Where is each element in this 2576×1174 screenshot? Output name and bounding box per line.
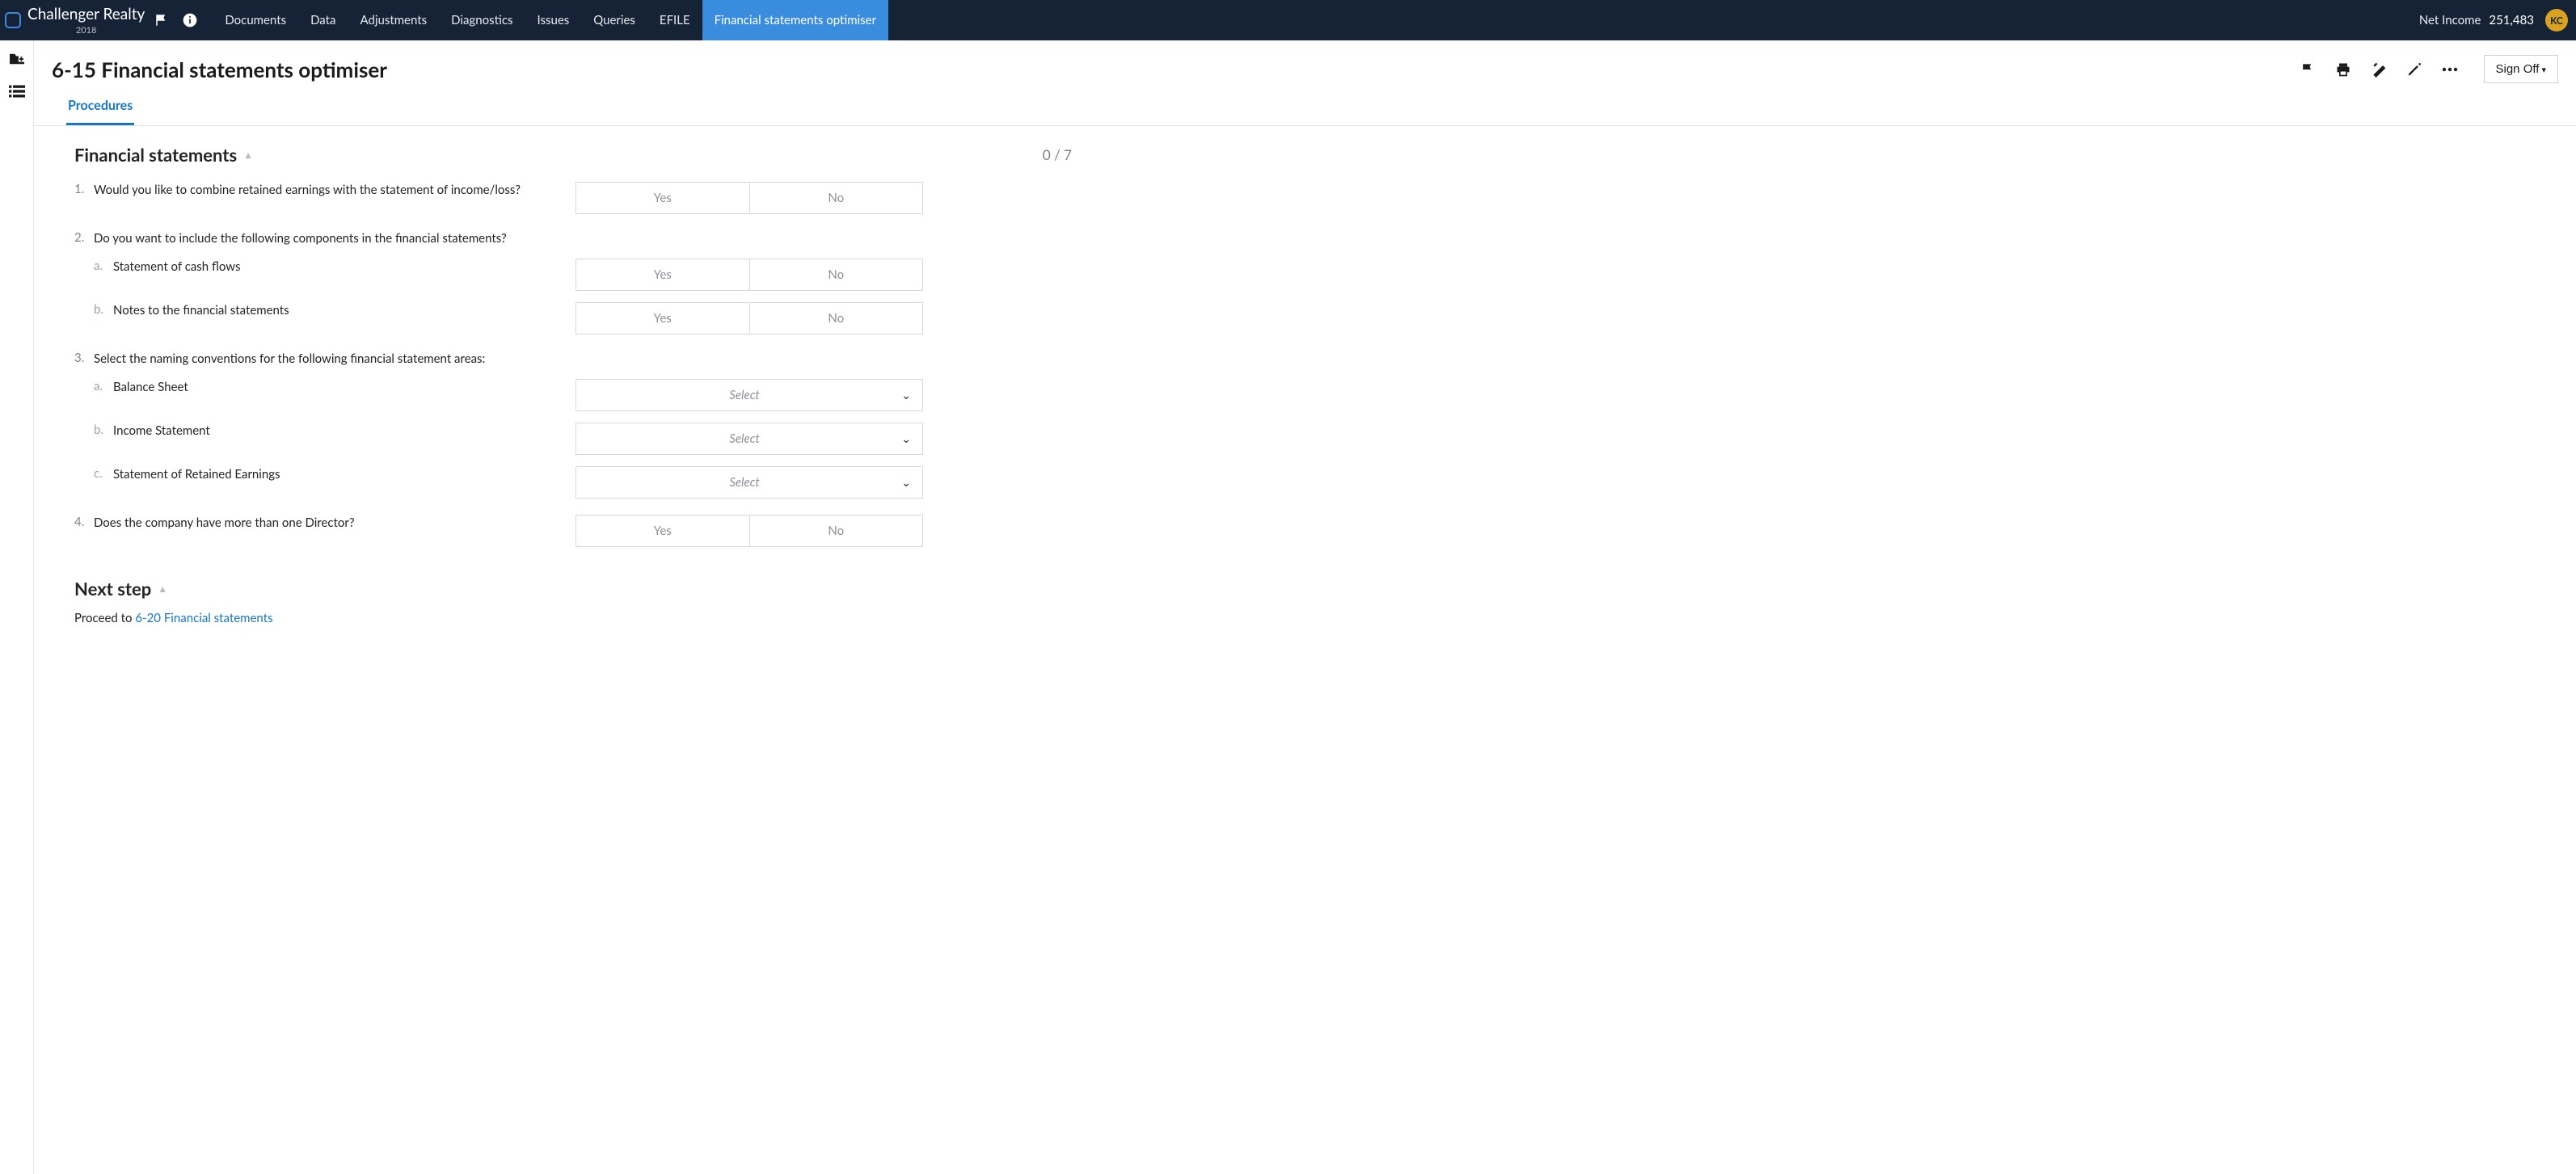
proceed-link[interactable]: 6-20 Financial statements	[135, 611, 272, 625]
chevron-down-icon: ⌄	[901, 431, 911, 446]
q2b-yes-button[interactable]: Yes	[576, 303, 749, 334]
tab-financial-statements-optimiser[interactable]: Financial statements optimiser	[702, 0, 888, 40]
flag-icon[interactable]	[2300, 61, 2335, 78]
tab-issues[interactable]: Issues	[525, 0, 582, 40]
tab-documents[interactable]: Documents	[213, 0, 298, 40]
net-income-value: 251,483	[2489, 13, 2534, 27]
edit-icon[interactable]	[2406, 61, 2442, 78]
q4-no-button[interactable]: No	[749, 515, 923, 546]
q3a-alpha: a.	[94, 379, 113, 396]
section-title: Financial statements	[74, 144, 237, 166]
top-tabs: Documents Data Adjustments Diagnostics I…	[213, 0, 888, 40]
q1-yes-no: Yes No	[575, 182, 923, 214]
list-icon[interactable]	[7, 82, 27, 100]
q1-no-button[interactable]: No	[749, 183, 923, 213]
q2-number: 2.	[74, 230, 94, 247]
proceed-prefix: Proceed to	[74, 611, 135, 625]
client-year: 2018	[76, 25, 97, 36]
q3b-text: Income Statement	[113, 423, 210, 440]
tab-queries[interactable]: Queries	[581, 0, 647, 40]
collapse-icon[interactable]: ▲	[158, 583, 167, 595]
page-title: 6-15 Financial statements optimiser	[52, 57, 387, 82]
q3c-select[interactable]: Select ⌄	[575, 466, 923, 499]
tab-data[interactable]: Data	[298, 0, 348, 40]
sign-off-button[interactable]: Sign Off	[2484, 55, 2559, 83]
q3a-text: Balance Sheet	[113, 379, 188, 396]
app-logo-icon	[5, 12, 21, 28]
q2b-yes-no: Yes No	[575, 302, 923, 335]
q3-text: Select the naming conventions for the fo…	[94, 351, 485, 368]
q3c-select-placeholder: Select	[588, 475, 901, 490]
q2b-alpha: b.	[94, 302, 113, 319]
q2a-text: Statement of cash flows	[113, 259, 240, 276]
folder-add-icon[interactable]	[7, 50, 27, 68]
q4-number: 4.	[74, 515, 94, 532]
flag-icon[interactable]	[154, 13, 182, 27]
q2a-alpha: a.	[94, 259, 113, 276]
q3b-select-placeholder: Select	[588, 431, 901, 446]
q4-yes-no: Yes No	[575, 515, 923, 547]
q3a-select[interactable]: Select ⌄	[575, 379, 923, 411]
q1-yes-button[interactable]: Yes	[576, 183, 749, 213]
q1-text: Would you like to combine retained earni…	[94, 182, 521, 199]
info-icon[interactable]	[182, 12, 209, 28]
section-counter: 0 / 7	[1043, 146, 1077, 163]
q2a-yes-no: Yes No	[575, 259, 923, 291]
q2a-yes-button[interactable]: Yes	[576, 259, 749, 290]
avatar[interactable]: KC	[2545, 9, 2568, 32]
q2b-text: Notes to the financial statements	[113, 302, 289, 319]
q3b-select[interactable]: Select ⌄	[575, 423, 923, 455]
next-step-title: Next step	[74, 578, 151, 600]
main: 6-15 Financial statements optimiser Sign…	[34, 40, 2576, 1174]
q4-yes-button[interactable]: Yes	[576, 515, 749, 546]
q3b-alpha: b.	[94, 423, 113, 440]
print-icon[interactable]	[2335, 61, 2371, 78]
tab-diagnostics[interactable]: Diagnostics	[439, 0, 525, 40]
q3-number: 3.	[74, 351, 94, 368]
q2b-no-button[interactable]: No	[749, 303, 923, 334]
more-icon[interactable]	[2442, 67, 2477, 72]
topbar: Challenger Realty 2018 Documents Data Ad…	[0, 0, 2576, 40]
q3c-text: Statement of Retained Earnings	[113, 466, 280, 483]
q3a-select-placeholder: Select	[588, 388, 901, 402]
q1-number: 1.	[74, 182, 94, 199]
chevron-down-icon: ⌄	[901, 475, 911, 490]
collapse-icon[interactable]: ▲	[243, 149, 253, 161]
tab-efile[interactable]: EFILE	[647, 0, 702, 40]
subtabs: Procedures	[34, 83, 2576, 126]
subtab-procedures[interactable]: Procedures	[66, 98, 134, 125]
tab-adjustments[interactable]: Adjustments	[348, 0, 439, 40]
net-income-label: Net Income	[2419, 13, 2481, 27]
q2a-no-button[interactable]: No	[749, 259, 923, 290]
proceed-line: Proceed to 6-20 Financial statements	[74, 611, 1077, 625]
client-name: Challenger Realty	[27, 5, 145, 23]
q2-text: Do you want to include the following com…	[94, 230, 507, 247]
client-block[interactable]: Challenger Realty 2018	[27, 5, 145, 36]
chevron-down-icon: ⌄	[901, 388, 911, 402]
page-header: 6-15 Financial statements optimiser Sign…	[34, 40, 2576, 83]
tools-icon[interactable]	[2371, 61, 2406, 78]
left-rail	[0, 40, 34, 1174]
q3c-alpha: c.	[94, 466, 113, 483]
q4-text: Does the company have more than one Dire…	[94, 515, 355, 532]
